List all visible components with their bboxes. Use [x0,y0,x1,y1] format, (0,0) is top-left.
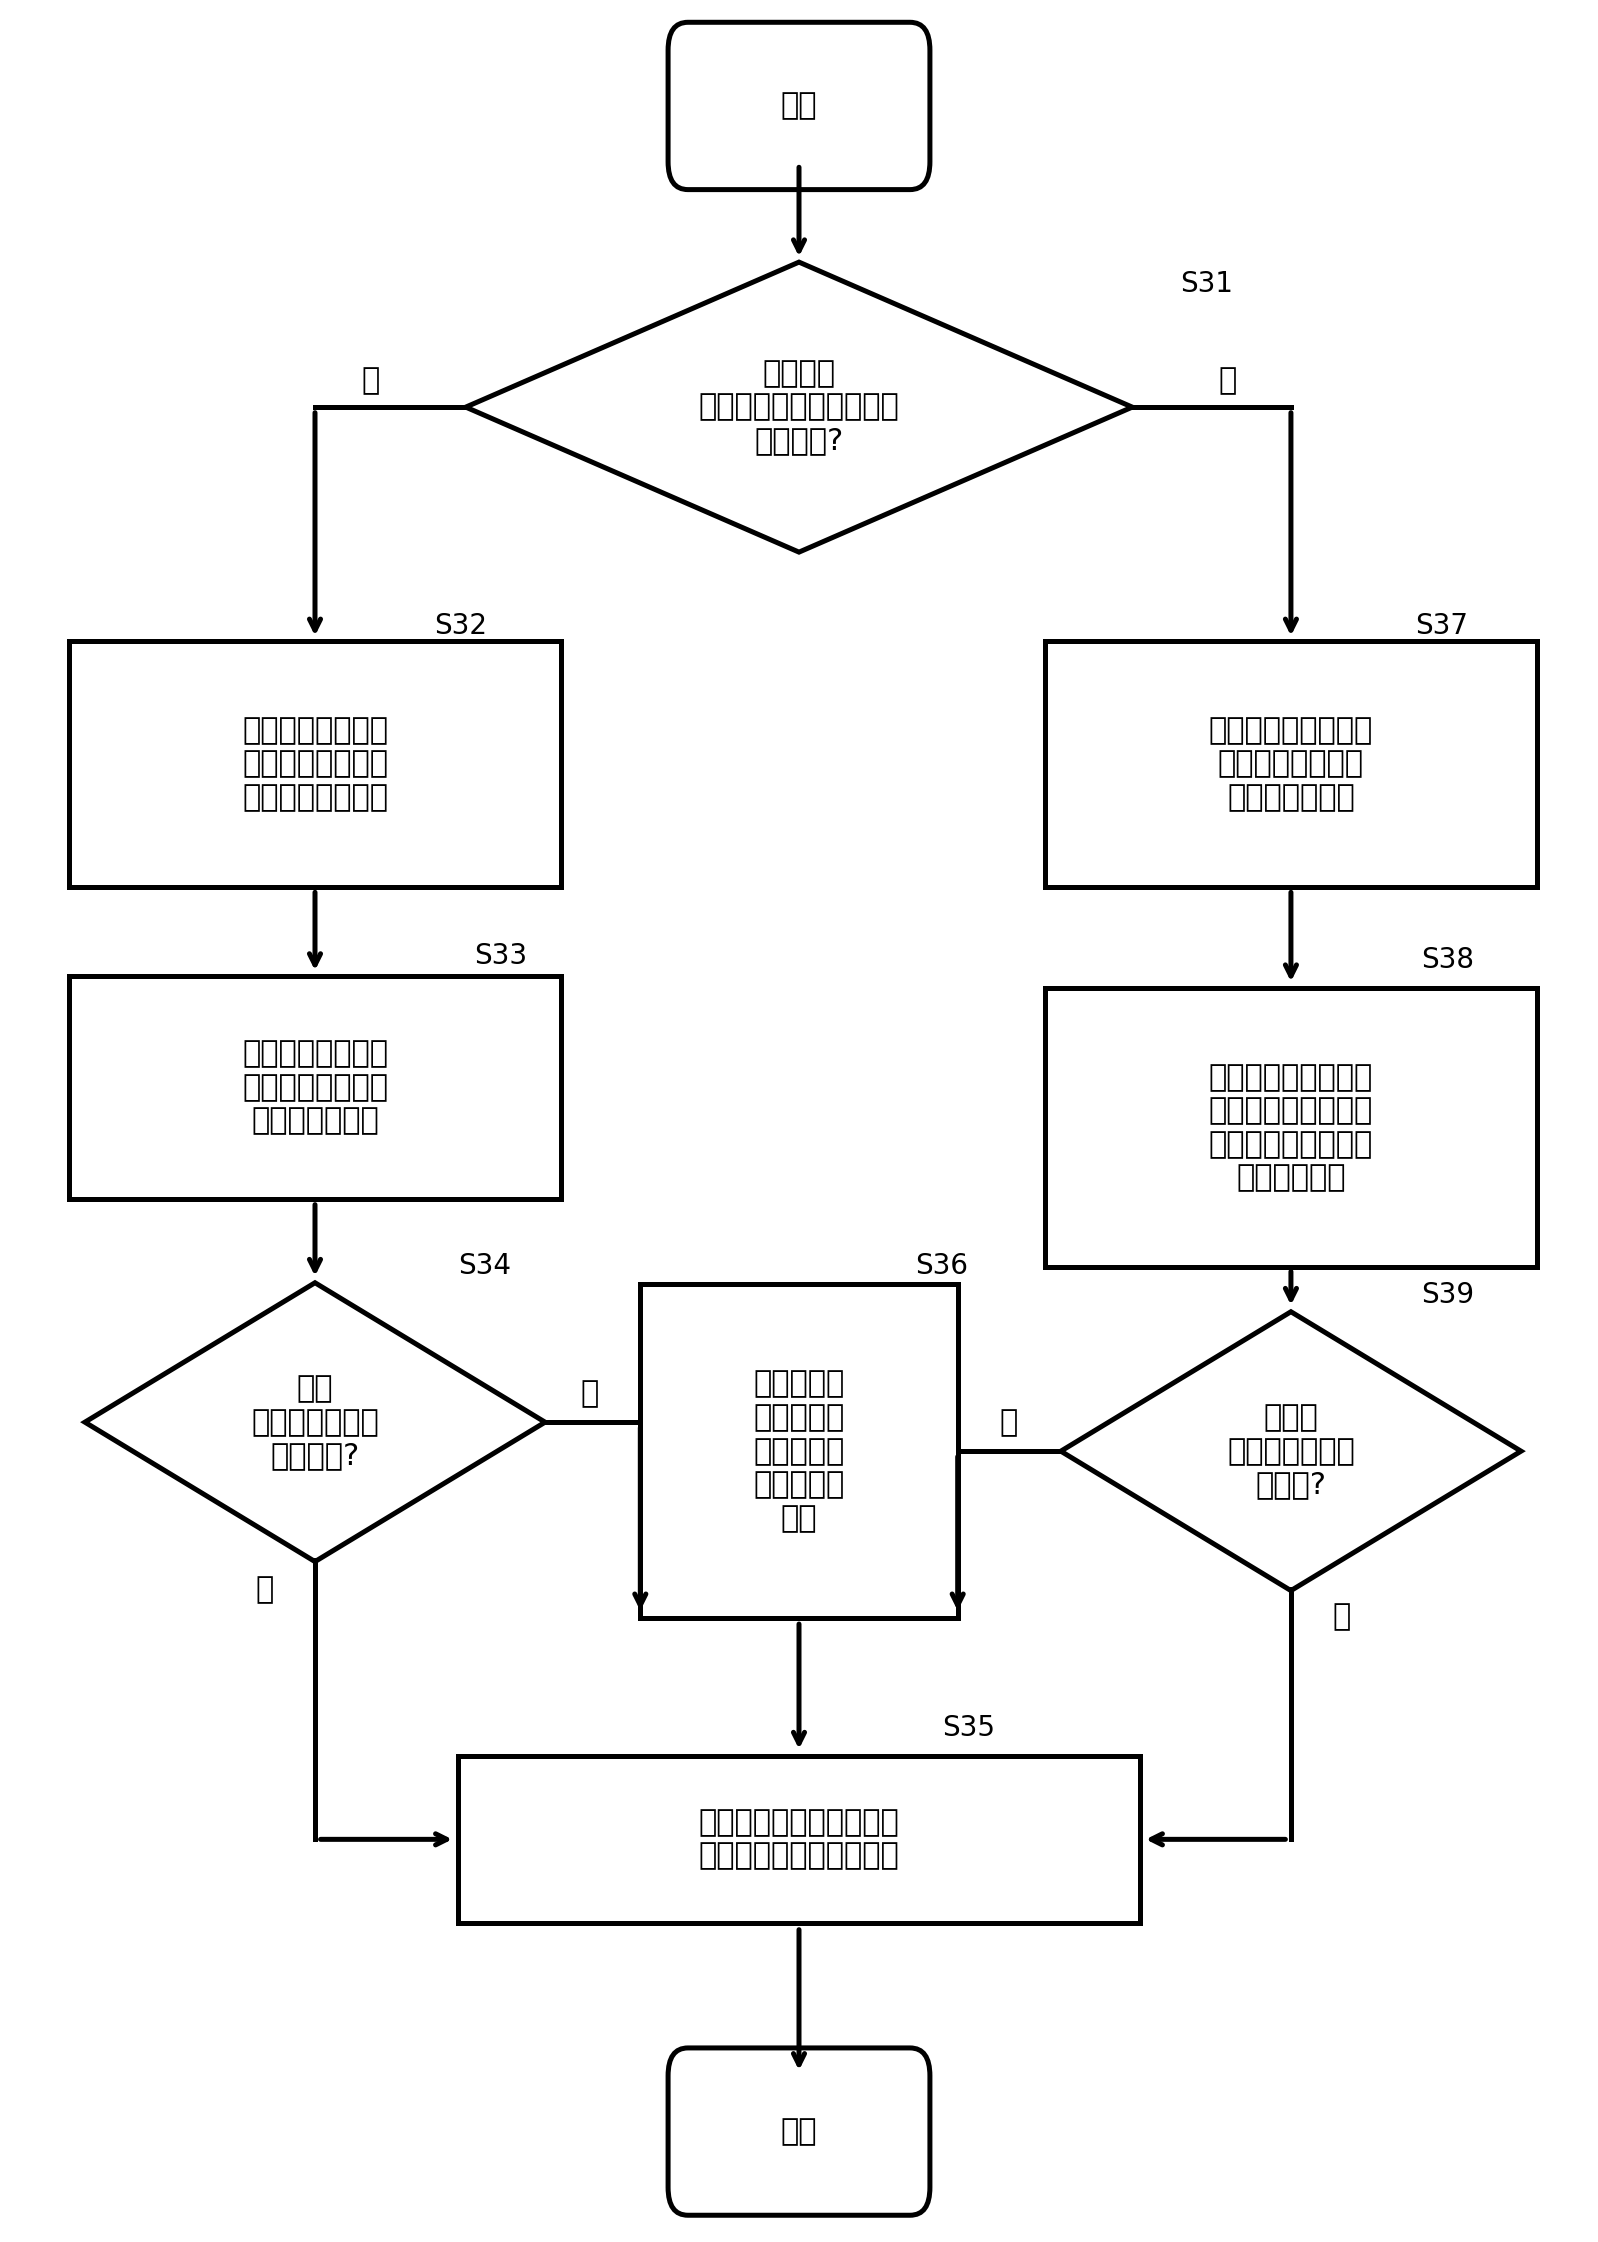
Bar [1045,989,1537,1267]
Text: 开始: 开始 [781,92,817,121]
Text: 根据行进速度与路径
距离信息计算车辆或
行人通过下一路段的
预计通行时间: 根据行进速度与路径 距离信息计算车辆或 行人通过下一路段的 预计通行时间 [1208,1063,1373,1193]
Bar [69,975,561,1199]
Text: 自动开启该路段的路灯或
调高该路段内路灯的亮度: 自动开启该路段的路灯或 调高该路段内路灯的亮度 [698,1807,900,1870]
Text: 否: 否 [1333,1601,1350,1630]
Text: 结束: 结束 [781,2116,817,2146]
Text: 是: 是 [361,365,380,395]
Bar [457,1755,1141,1924]
Text: 采用影像识别方法
对所摄得的场景影
像进行识别分析: 采用影像识别方法 对所摄得的场景影 像进行识别分析 [241,1040,388,1137]
Bar [1045,641,1537,888]
Bar [69,641,561,888]
Polygon shape [465,262,1133,552]
Text: 是: 是 [999,1408,1018,1437]
FancyBboxPatch shape [668,2047,930,2215]
Bar [641,1285,957,1619]
Text: S33: S33 [473,942,527,971]
Text: 自动关闭该
路段的路灯
或调低该路
段内路灯的
亮度: 自动关闭该 路段的路灯 或调低该路 段内路灯的 亮度 [753,1370,845,1534]
Text: 控制影像摄取单元
持续拍摄该路段两
侧路面的场景影像: 控制影像摄取单元 持续拍摄该路段两 侧路面的场景影像 [241,715,388,812]
Text: 控制测速器侦测路段
内车辆或者行人的
行进方向与速度: 控制测速器侦测路段 内车辆或者行人的 行进方向与速度 [1208,715,1373,812]
Text: 路段内的
电力控制器是否具备影像
摄取功能?: 路段内的 电力控制器是否具备影像 摄取功能? [698,359,900,455]
Polygon shape [1061,1312,1521,1590]
Text: S31: S31 [1179,271,1232,298]
Text: S35: S35 [941,1713,996,1742]
Text: 车辆或
行人是否已通过
该路段?: 车辆或 行人是否已通过 该路段? [1227,1403,1355,1500]
Polygon shape [85,1282,545,1563]
Text: 否: 否 [1218,365,1237,395]
Text: 否: 否 [580,1379,599,1408]
Text: S39: S39 [1421,1280,1475,1309]
Text: S32: S32 [435,612,487,639]
Text: S37: S37 [1414,612,1467,639]
Text: S34: S34 [457,1251,511,1280]
Text: 是否
包含人型影像或
车辆影像?: 是否 包含人型影像或 车辆影像? [251,1374,379,1471]
Text: S38: S38 [1421,946,1473,975]
FancyBboxPatch shape [668,22,930,191]
Text: 是: 是 [256,1574,273,1603]
Text: S36: S36 [914,1251,968,1280]
